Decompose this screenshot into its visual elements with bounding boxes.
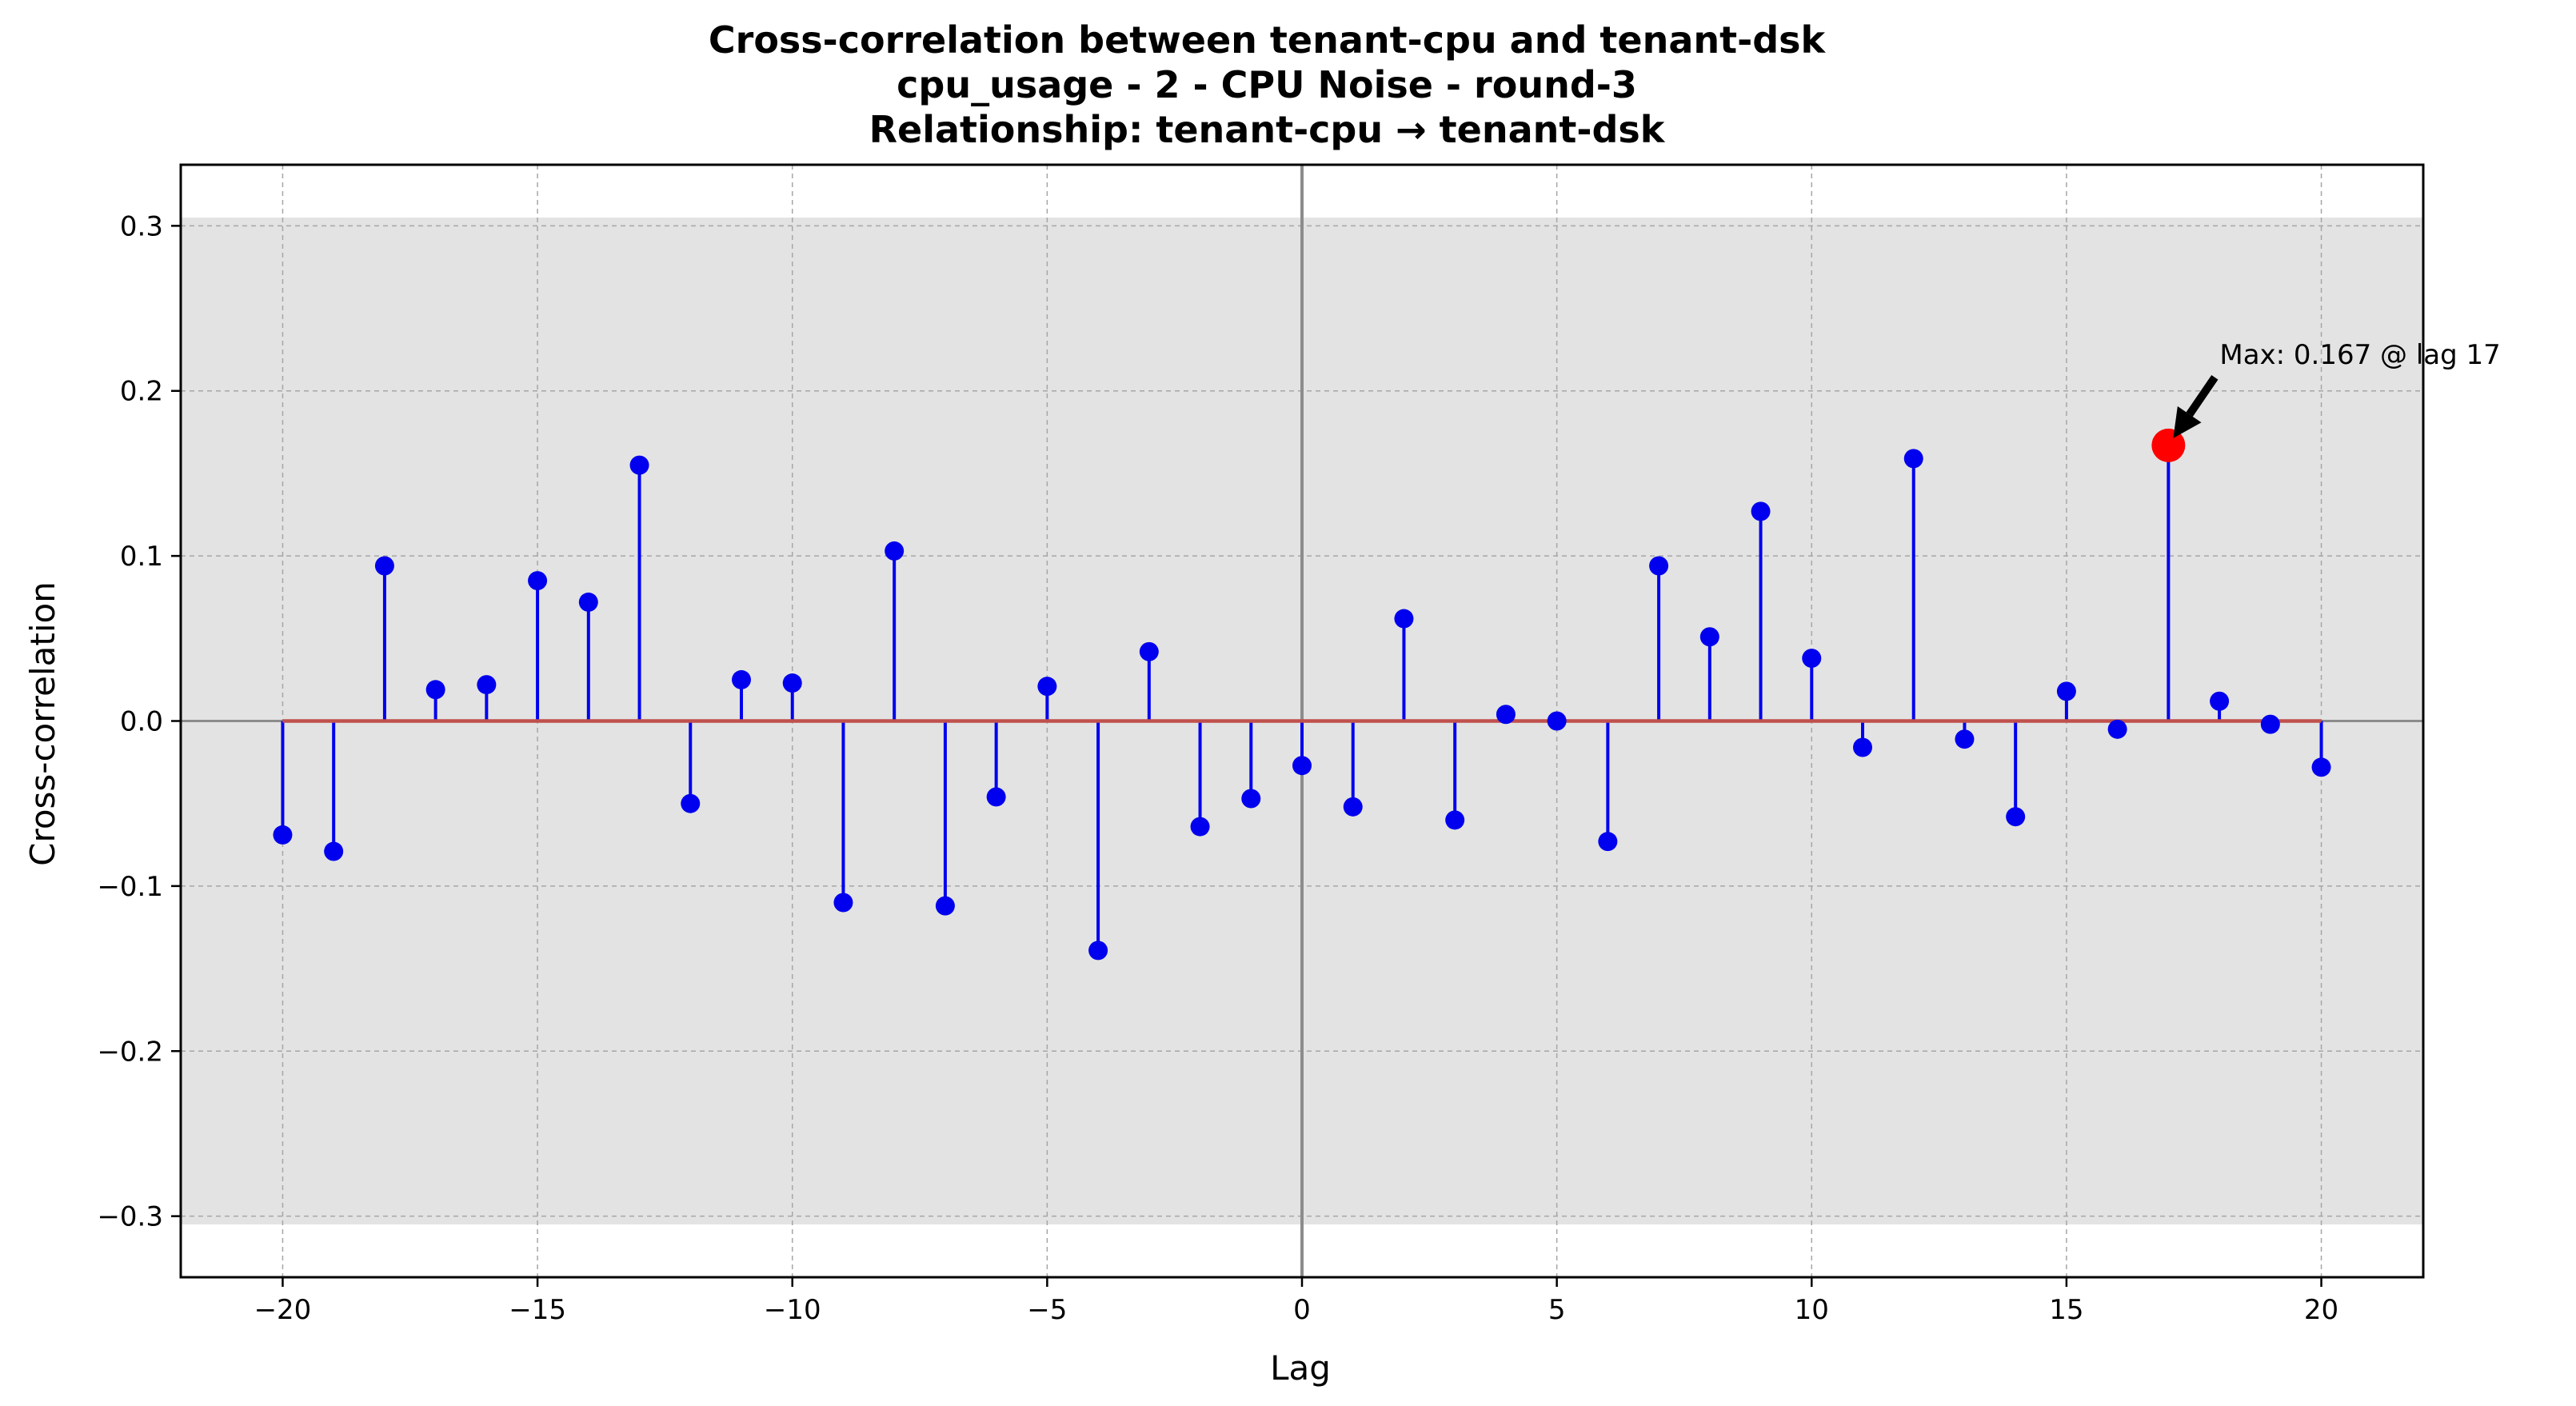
data-point-marker (1699, 627, 1719, 647)
y-tick-label: 0.3 (120, 210, 163, 242)
x-axis-label: Lag (1270, 1348, 1331, 1388)
x-tick-label: 20 (2304, 1294, 2338, 1326)
chart-title-line-1: Cross-correlation between tenant-cpu and… (709, 18, 1827, 62)
y-tick-label: 0.0 (120, 706, 163, 738)
y-axis-label: Cross-correlation (23, 581, 62, 866)
annotation-arrow-head (2173, 405, 2202, 438)
chart-title-line-3: Relationship: tenant-cpu → tenant-dsk (869, 108, 1666, 151)
data-point-marker (1853, 737, 1872, 757)
y-tick-label: 0.1 (120, 541, 163, 573)
data-point-marker (477, 675, 497, 695)
x-tick-label: −10 (764, 1294, 821, 1326)
x-tick-label: 10 (1795, 1294, 1829, 1326)
data-point-marker (1241, 789, 1261, 809)
max-annotation-label: Max: 0.167 @ lag 17 (2219, 339, 2500, 371)
data-point-marker (1598, 832, 1618, 852)
data-point-marker (578, 592, 598, 612)
x-tick-label: 5 (1548, 1294, 1566, 1326)
data-point-marker (681, 793, 701, 813)
data-point-marker (1037, 677, 1057, 697)
y-tick-label: −0.2 (97, 1036, 163, 1068)
annotation-arrow-shaft (2186, 375, 2219, 417)
data-point-marker (1955, 729, 1975, 749)
data-point-marker (374, 556, 394, 576)
data-point-marker (1394, 609, 1414, 629)
data-point-marker (528, 571, 548, 591)
data-point-marker (833, 893, 853, 913)
data-point-marker (2056, 681, 2076, 701)
data-point-marker (1190, 817, 1210, 837)
data-point-marker (885, 541, 905, 561)
data-point-marker (1445, 810, 1465, 830)
data-point-marker (1496, 705, 1516, 725)
data-point-marker (1139, 641, 1159, 661)
chart-title-line-2: cpu_usage - 2 - CPU Noise - round-3 (897, 63, 1637, 106)
data-point-marker (986, 787, 1006, 807)
data-point-marker (2006, 807, 2026, 827)
data-point-marker (732, 669, 751, 689)
y-tick-label: −0.1 (97, 871, 163, 903)
x-tick-label: −20 (254, 1294, 312, 1326)
plot-area: Max: 0.167 @ lag 17 −20 −15 −10 −5 0 5 10 15 20 −0… (97, 163, 2501, 1326)
data-point-marker (2311, 757, 2331, 777)
data-point-marker (1547, 711, 1567, 731)
data-point-marker (273, 825, 293, 845)
data-point-marker (1649, 556, 1669, 576)
chart-title: Cross-correlation between tenant-cpu and… (709, 18, 1827, 151)
data-point-marker (2210, 691, 2230, 711)
data-point-marker (2107, 719, 2127, 739)
max-point-marker (2151, 428, 2186, 462)
x-tick-label: −5 (1027, 1294, 1067, 1326)
data-point-marker (425, 680, 445, 700)
data-point-marker (1751, 501, 1771, 521)
data-point-marker (1802, 649, 1822, 669)
data-point-marker (2260, 714, 2280, 734)
data-point-marker (935, 896, 955, 916)
data-point-marker (324, 841, 344, 861)
x-tick-label: 0 (1293, 1294, 1311, 1326)
data-point-marker (1343, 797, 1363, 817)
y-tick-label: 0.2 (120, 376, 163, 408)
y-tick-label: −0.3 (97, 1201, 163, 1233)
data-point-marker (629, 455, 649, 475)
data-point-marker (782, 673, 802, 693)
x-tick-label: 15 (2049, 1294, 2083, 1326)
data-point-marker (1903, 449, 1923, 469)
data-point-marker (1088, 941, 1108, 961)
x-tick-label: −15 (509, 1294, 566, 1326)
data-point-marker (1292, 756, 1312, 776)
